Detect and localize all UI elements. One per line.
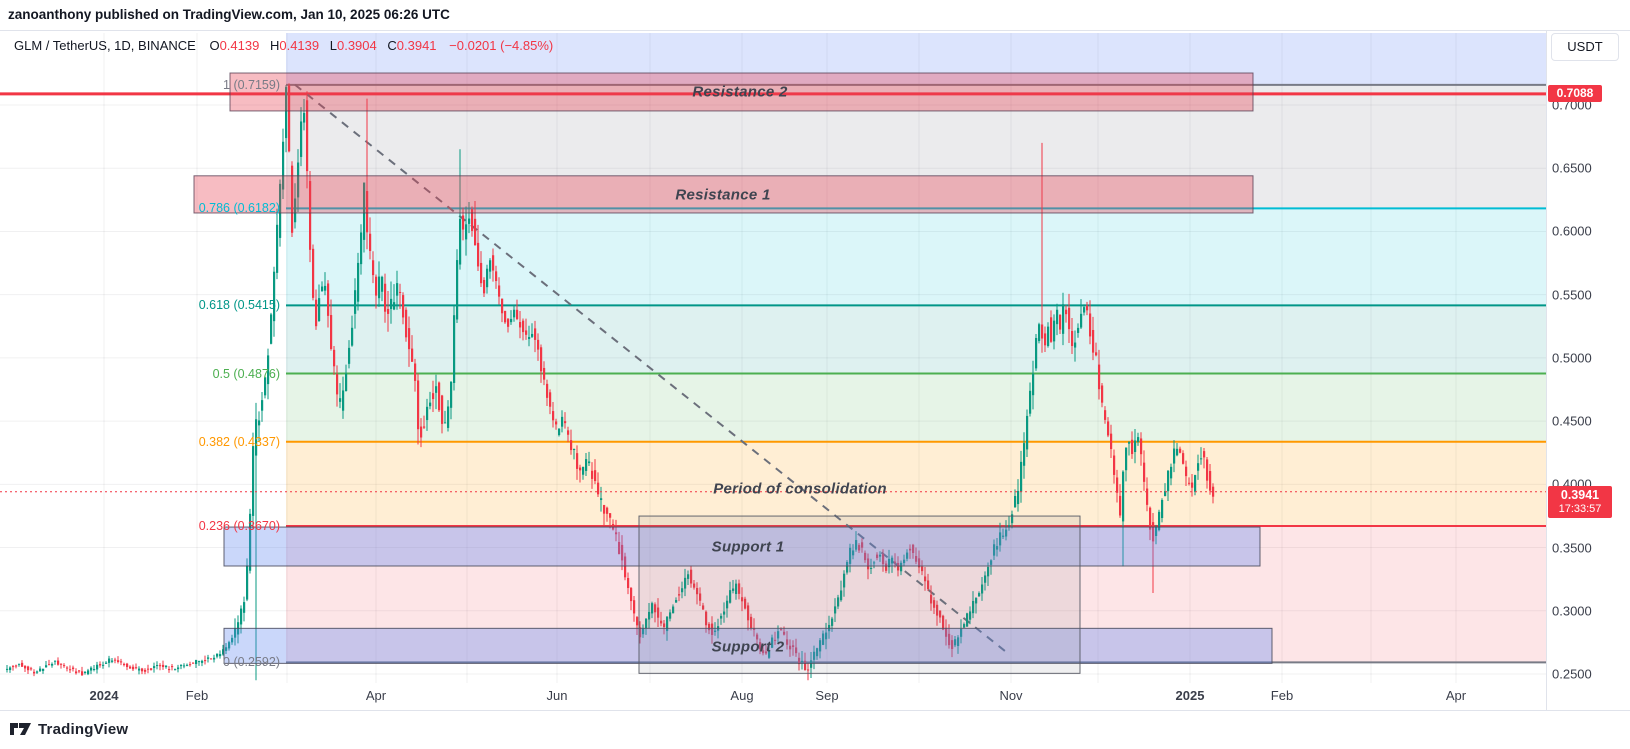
change-value: −0.0201 (−4.85%) <box>449 38 554 53</box>
resistance1-label[interactable]: Resistance 1 <box>675 186 771 204</box>
symbol-legend[interactable]: GLM / TetherUS, 1D, BINANCE O0.4139 H0.4… <box>14 38 553 53</box>
currency-toggle-button[interactable]: USDT <box>1551 33 1619 61</box>
hline-price-badge: 0.7088 <box>1548 85 1602 102</box>
time-tick-Feb-1: Feb <box>185 688 209 703</box>
close-label: C <box>387 38 397 53</box>
tradingview-logo-icon <box>10 723 31 735</box>
resistance1-zone[interactable] <box>193 175 1254 214</box>
high-value: 0.4139 <box>279 38 320 53</box>
fib-level-label-3: 0.5 (0.4876) <box>212 366 280 381</box>
fib-zone-0.5-0.382 <box>286 373 1546 442</box>
symbol-title[interactable]: GLM / TetherUS, 1D, BINANCE <box>14 38 196 53</box>
support2-zone[interactable] <box>223 627 1273 664</box>
close-value: 0.3941 <box>396 38 437 53</box>
fib-level-label-0: 1 (0.7159) <box>223 77 280 92</box>
publish-header-bar: zanoanthony published on TradingView.com… <box>0 0 1630 30</box>
price-tick-0.5500: 0.5500 <box>1552 287 1592 303</box>
price-tick-0.6000: 0.6000 <box>1552 223 1592 239</box>
fib-zone-1-0.786 <box>286 84 1546 209</box>
candles-layer <box>6 83 1215 681</box>
chart-top-border <box>0 30 1630 31</box>
fib-lines-layer <box>286 83 1546 664</box>
time-tick-Feb-8: Feb <box>1270 688 1294 703</box>
descending-trendline[interactable] <box>294 83 1011 656</box>
low-label: L <box>329 38 337 53</box>
support1-zone[interactable] <box>223 526 1261 567</box>
zones-drawings-layer[interactable] <box>193 72 1273 674</box>
price-tick-0.3000: 0.3000 <box>1552 603 1592 619</box>
fib-zone-above-1 <box>286 33 1546 85</box>
last-price-badge: 0.3941 17:33:57 <box>1548 486 1612 518</box>
resistance2-label[interactable]: Resistance 2 <box>692 83 788 101</box>
price-tick-0.6500: 0.6500 <box>1552 160 1592 176</box>
grid-layer <box>0 33 1546 683</box>
fib-level-label-4: 0.382 (0.4337) <box>198 434 280 449</box>
time-tick-Sep-5: Sep <box>815 688 839 703</box>
price-tick-0.5000: 0.5000 <box>1552 350 1592 366</box>
tradingview-logo-text: TradingView <box>38 720 129 738</box>
price-tick-0.3500: 0.3500 <box>1552 540 1592 556</box>
consolidation-box[interactable] <box>638 515 1081 674</box>
resistance2-zone[interactable] <box>229 72 1254 112</box>
fib-zones-layer <box>286 33 1546 663</box>
fib-zone-0.618-0.5 <box>286 305 1546 374</box>
time-tick-2024-0: 2024 <box>89 688 119 703</box>
high-label: H <box>269 38 280 53</box>
last-price-value: 0.3941 <box>1560 488 1600 502</box>
fib-zone-0.786-0.618 <box>286 208 1546 306</box>
low-value: 0.3904 <box>336 38 377 53</box>
fib-level-label-1: 0.786 (0.6182) <box>198 201 280 216</box>
open-label: O <box>209 38 220 53</box>
time-tick-Nov-6: Nov <box>999 688 1023 703</box>
time-tick-2025-7: 2025 <box>1175 688 1205 703</box>
open-value: 0.4139 <box>219 38 260 53</box>
tradingview-logo[interactable]: TradingView <box>10 720 128 738</box>
support1-label[interactable]: Support 1 <box>711 538 785 556</box>
time-tick-Apr-9: Apr <box>1445 688 1467 703</box>
time-tick-Apr-2: Apr <box>365 688 387 703</box>
price-tick-0.4500: 0.4500 <box>1552 413 1592 429</box>
time-tick-Aug-4: Aug <box>730 688 754 703</box>
support2-label[interactable]: Support 2 <box>711 638 785 656</box>
time-tick-Jun-3: Jun <box>546 688 568 703</box>
publish-header-text: zanoanthony published on TradingView.com… <box>8 7 450 22</box>
price-tick-0.2500: 0.2500 <box>1552 666 1592 682</box>
fib-level-label-5: 0.236 (0.3670) <box>198 519 280 534</box>
fib-zone-0.382-0.236 <box>286 441 1546 527</box>
fib-level-label-2: 0.618 (0.5415) <box>198 298 280 313</box>
bar-countdown: 17:33:57 <box>1558 503 1602 515</box>
chart-bottom-border <box>0 710 1630 711</box>
consolidation-label[interactable]: Period of consolidation <box>713 480 887 498</box>
fib-level-label-6: 0 (0.2592) <box>223 655 280 670</box>
price-axis-separator[interactable] <box>1546 30 1547 710</box>
